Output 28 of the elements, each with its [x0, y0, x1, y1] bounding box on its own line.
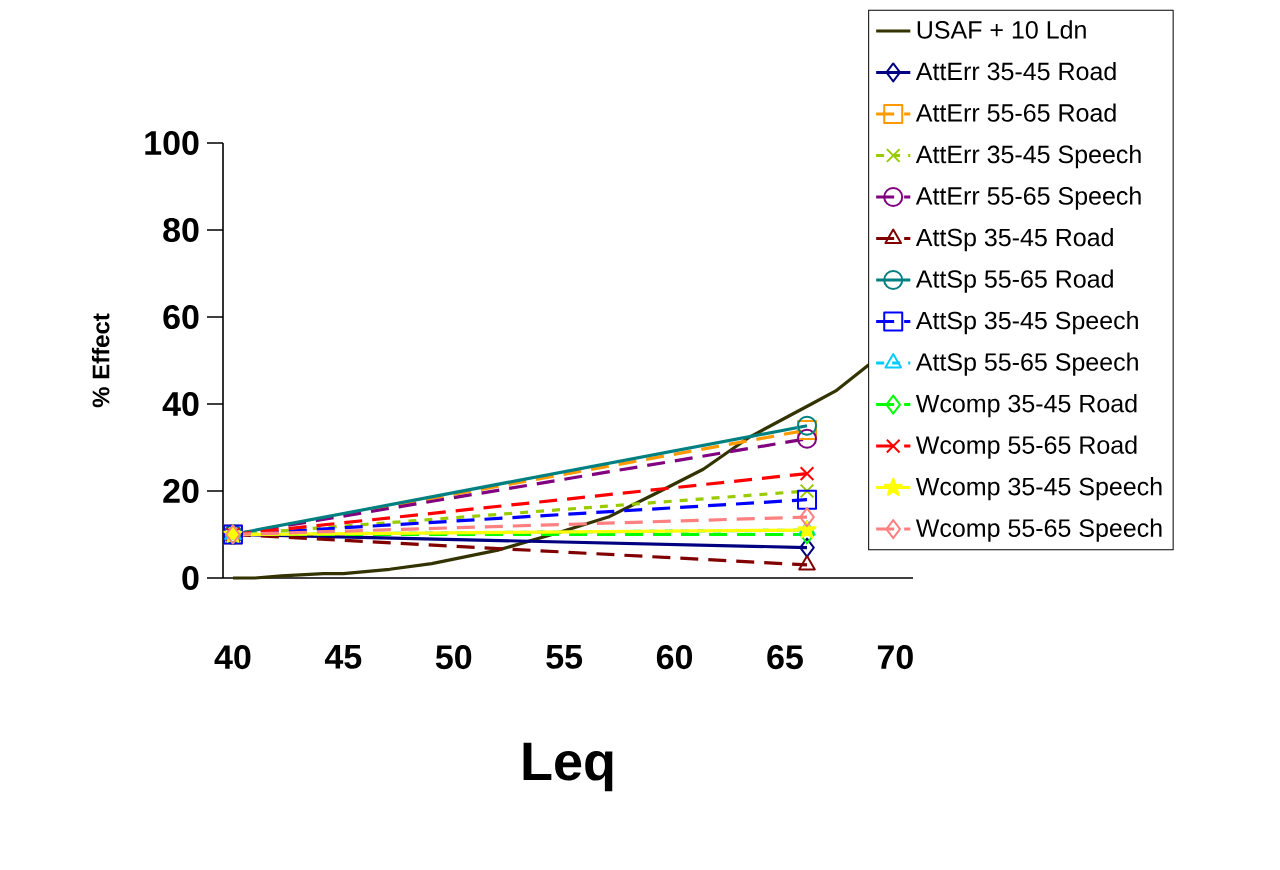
x-axis-title: Leq [523, 742, 613, 792]
legend-label: Wcomp 55-65 Road [915, 435, 1137, 459]
y-tick-label: 0 [182, 565, 199, 591]
legend-label: AttSp 35-45 Speech [915, 310, 1138, 335]
legend-label: Wcomp 55-65 Speech [915, 518, 1162, 542]
y-tick-label: 60 [163, 304, 199, 330]
x-tick-label: 65 [767, 645, 803, 670]
x-tick-label: 40 [214, 645, 251, 670]
x-tick-label: 70 [877, 645, 913, 670]
x-tick-label: 55 [546, 645, 583, 669]
y-tick-label: 40 [162, 391, 199, 417]
legend-label: USAF + 10 Ldn [917, 20, 1086, 39]
legend-label: AttErr 35-45 Road [915, 61, 1116, 81]
x-tick-label: 60 [656, 645, 693, 670]
y-axis-title: % Effect [91, 313, 110, 408]
legend-label: AttErr 55-65 Speech [915, 186, 1141, 210]
legend-label: AttErr 55-65 Road [915, 103, 1116, 122]
legend-label: AttSp 55-65 Speech [915, 352, 1138, 376]
legend-label: Wcomp 35-45 Road [915, 394, 1137, 418]
y-tick-label: 80 [163, 217, 199, 243]
legend-label: Wcomp 35-45 Speech [915, 477, 1162, 501]
y-tick-label: 20 [163, 478, 199, 504]
y-tick-label: 100 [145, 130, 199, 156]
legend-label: AttSp 35-45 Road [915, 227, 1113, 252]
legend-label: AttErr 35-45 Speech [915, 144, 1141, 169]
legend-label: AttSp 55-65 Road [915, 269, 1113, 293]
x-tick-label: 45 [324, 645, 362, 669]
x-tick-label: 50 [435, 645, 472, 670]
